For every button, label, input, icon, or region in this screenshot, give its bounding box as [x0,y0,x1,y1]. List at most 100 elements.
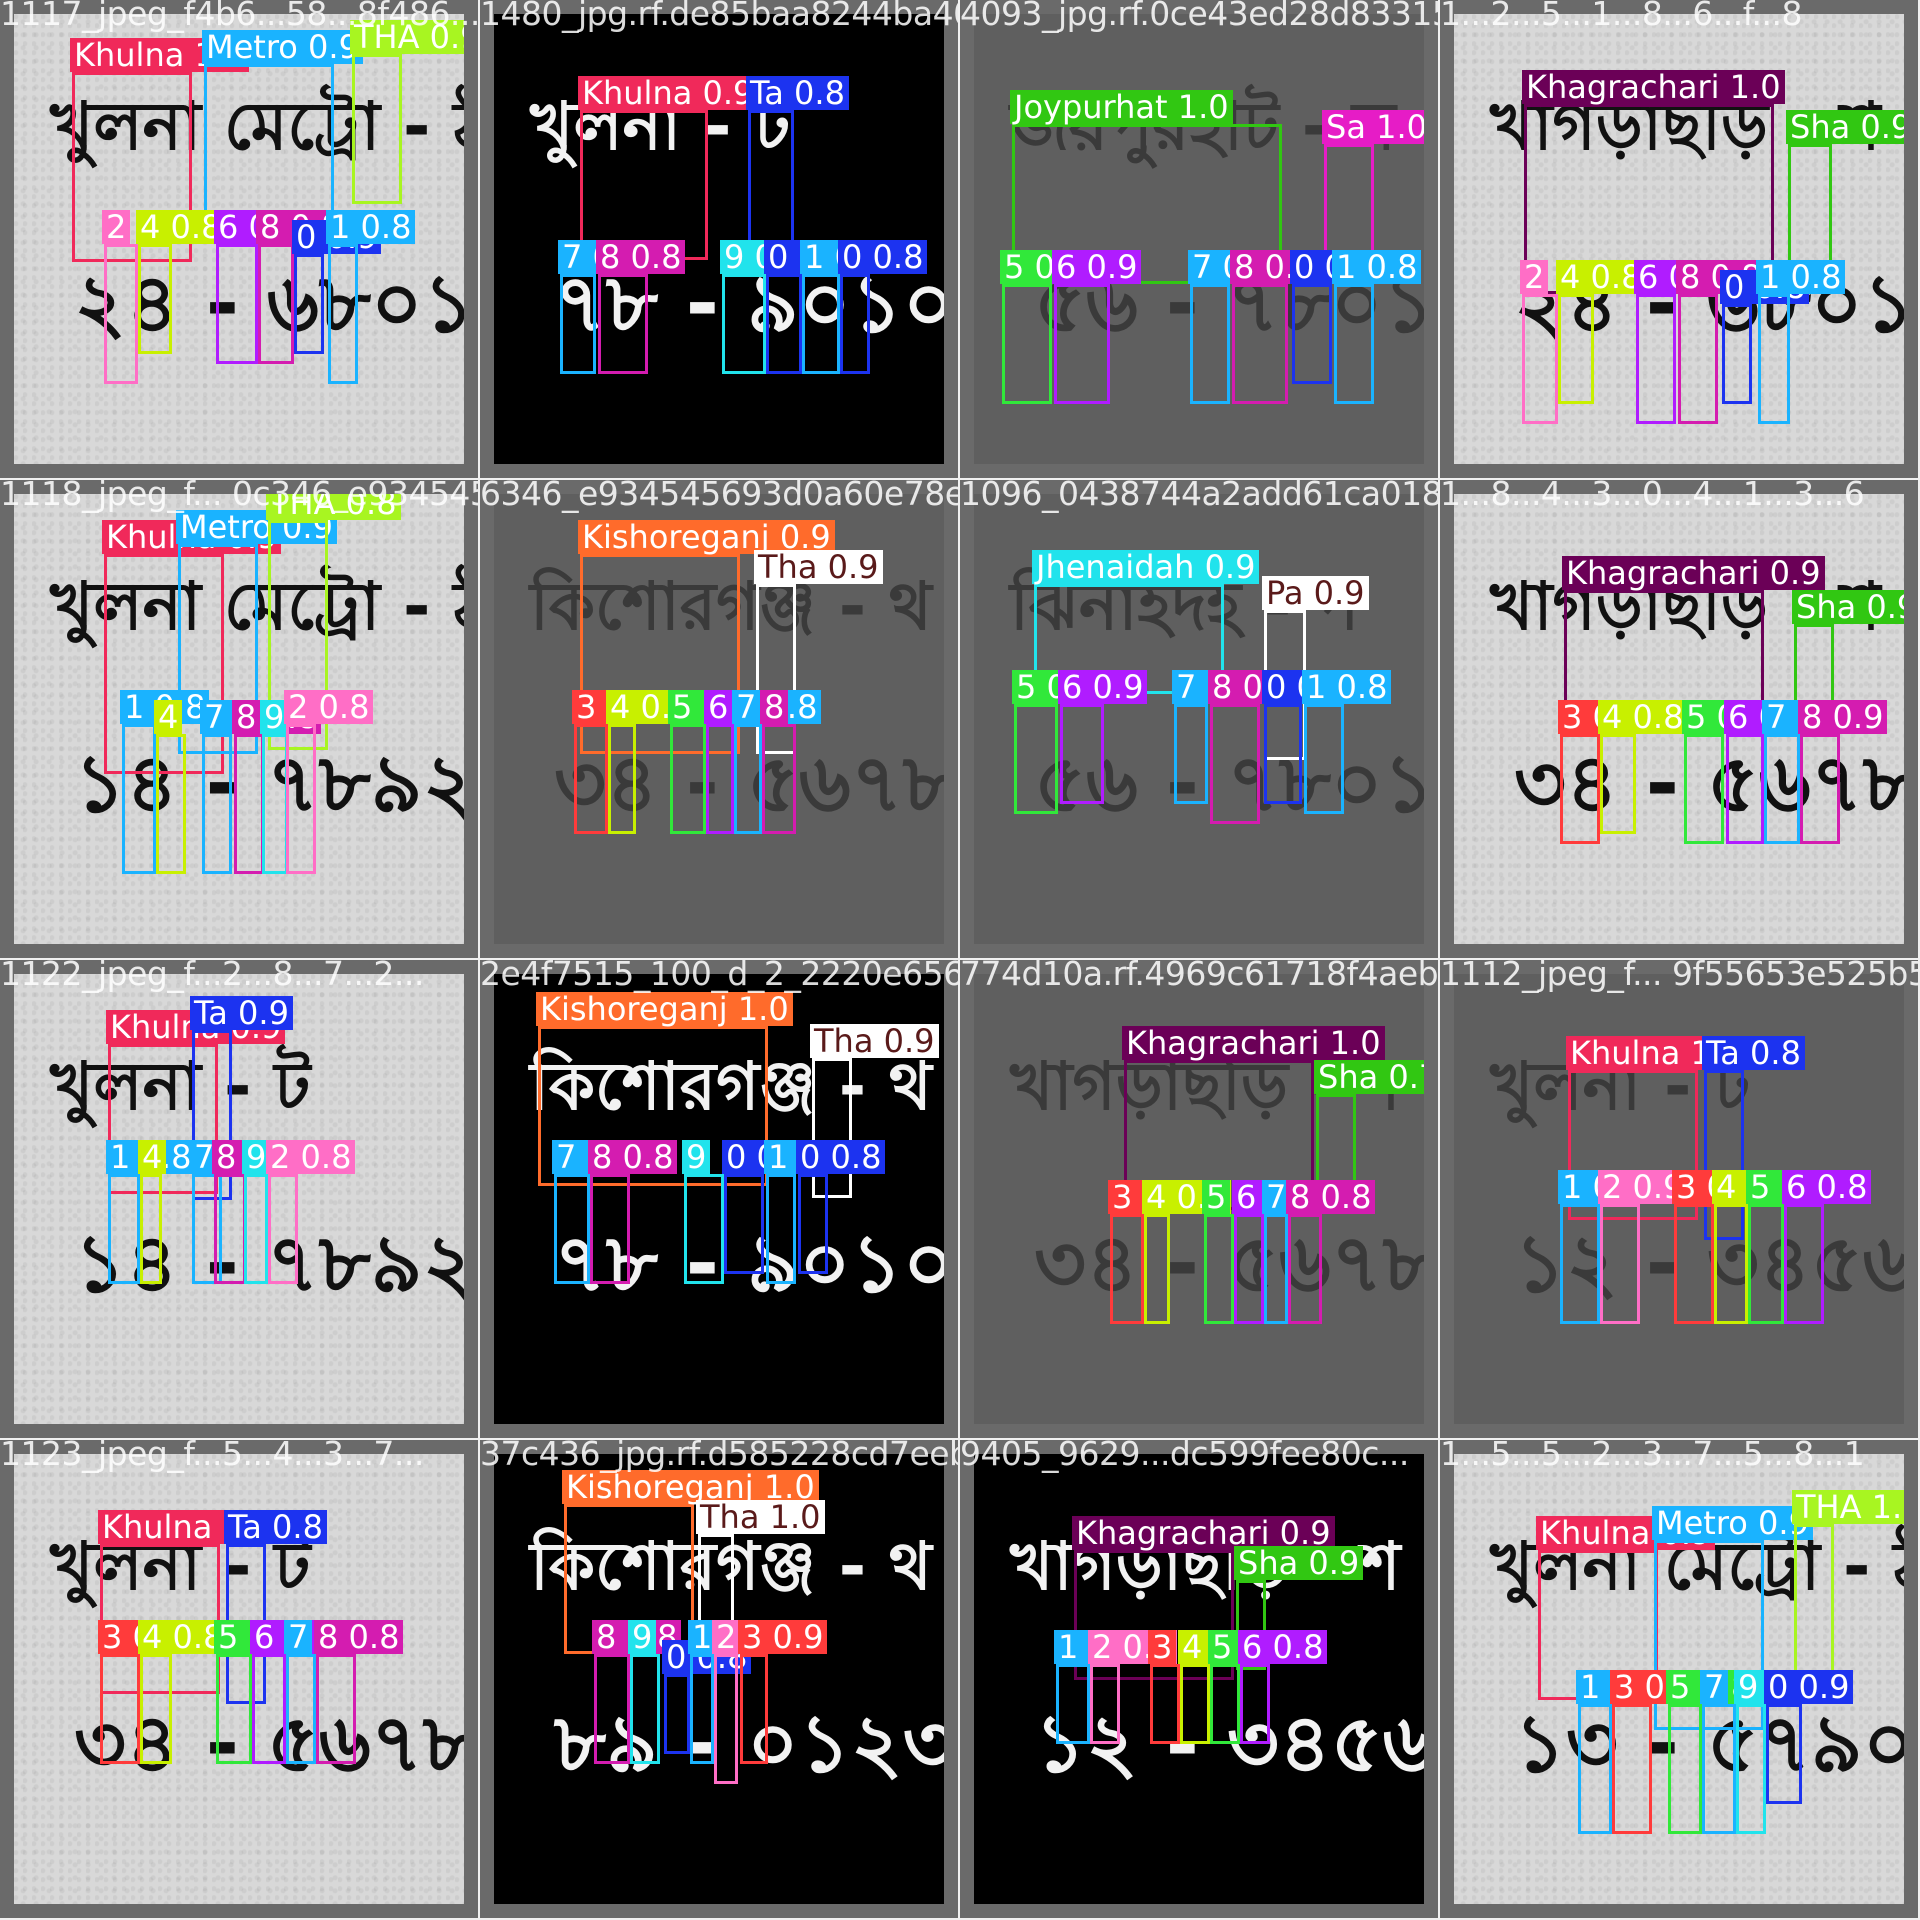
detection-box [192,1030,232,1200]
file-name: 4093_jpg.rf.0ce43ed28d8331540 [960,0,1438,33]
detection-box [286,724,316,874]
file-name: 6346_e934545693d0a60e78eb0991_0438744 [480,480,958,513]
detection-box [100,1654,140,1764]
detection-label: 4 [154,700,183,734]
plate-image: কিশোরগঞ্জ - থ ৮৯ - ০১২৩ Kishoreganj 1.0 Tha… [494,1454,944,1904]
detection-label: Tha 0.9 [810,1024,939,1058]
detection-label: 8 0.8 [314,1620,404,1654]
detection-label: 1 0.8 [326,210,416,244]
tile-0: খুলনা মেট্রো - ঠ ২৪ - ৬৮০১ Khulna 1.0 Metro… [0,0,480,480]
detection-box [1736,1704,1766,1834]
detection-box [1110,1214,1144,1324]
detection-box [1334,284,1374,404]
detection-box [714,1654,738,1784]
detection-label: 5 [1202,1180,1231,1214]
detection-label: 6 0.8 [1782,1170,1872,1204]
tile-15: খুলনা মেট্রো - ঠ ১৩ - ৫৭৯০ Khulna 0.9 Metro… [1440,1440,1920,1920]
detection-box [1654,1540,1764,1730]
detection-label: 7 [1700,1670,1729,1704]
detection-box [740,1654,768,1764]
detection-box [1264,704,1302,804]
detection-box [574,724,608,834]
detection-box [560,274,596,374]
detection-label: 6 0.9 [1058,670,1148,704]
detection-box [664,1674,690,1754]
detection-box [1240,1664,1270,1744]
detection-box [802,274,840,374]
detection-box [1600,734,1636,834]
detection-box [1636,294,1676,424]
detection-box [762,724,796,834]
detection-label: 8 0.8 [588,1140,678,1174]
detection-label: 0 0.8 [838,240,928,274]
detection-box [252,1654,286,1764]
detection-label: 9 [242,1140,271,1174]
file-name: 1123_jpeg_f...5...4...3...7... [0,1440,424,1473]
detection-box [1150,1664,1180,1744]
detection-box [352,54,402,204]
detection-box [286,1654,316,1764]
plate-line-2: ৫৬ - ৭৮০১ [1034,737,1424,830]
detection-box [1684,734,1724,844]
detection-box [756,584,796,754]
detection-box [72,72,192,262]
detection-box [684,1174,724,1284]
detection-label: 0 0.8 [796,1140,886,1174]
detection-label: 2 [712,1620,741,1654]
detection-box [1748,1204,1784,1324]
detection-box [1204,1214,1234,1324]
detection-box [192,1174,222,1284]
plate-line-1: খুলনা মেট্রো - ঠ [50,88,464,165]
detection-box [294,254,324,354]
detection-label: 1 0.8 [1332,250,1422,284]
detection-box [216,1654,252,1764]
detection-box [202,734,232,874]
detection-box [812,1058,852,1198]
detection-box [1090,1664,1120,1744]
detection-label: 6 [704,690,733,724]
detection-box [258,244,294,364]
detection-box [1014,704,1058,814]
detection-box [554,1174,590,1284]
detection-box [1800,734,1840,844]
detection-box [1600,1204,1640,1324]
plate-line-2: ৮৯ - ০১২৩ [554,1697,944,1790]
plate-image: খাগড়াছড়ি - শ ২৪ - ৬৮০১ Khagrachari 1.0 Sh… [1454,14,1904,464]
detection-box [1304,704,1344,814]
detection-box [538,1026,768,1186]
detection-box [1236,1580,1266,1670]
detection-label: 6 0.8 [1238,1630,1328,1664]
plate-line-1: খুলনা - ট [50,1048,311,1125]
detection-box [608,724,636,834]
detection-box [1144,1214,1170,1324]
detection-box [1560,734,1600,844]
detection-box [1578,1704,1612,1834]
file-name: 1112_jpeg_f... 9f55653e525b59b3 [1440,960,1918,993]
detection-box [734,724,762,834]
detection-label: Metro 0.9 [1652,1506,1813,1540]
detection-box [1560,1204,1600,1324]
file-name: 37c436_jpg.rf.d585228cd7eeb1e9 [480,1440,958,1473]
detection-label: 8 [760,690,789,724]
detection-box [178,544,258,754]
detection-label: Sha 0.9 [1786,110,1904,144]
plate-line-2: ১৪ - ৭৮৯২ [74,737,464,830]
detection-box [1714,1204,1748,1324]
detection-box [156,734,186,874]
detection-label: 7 [1262,1180,1291,1214]
detection-label: 2 0.8 [284,690,374,724]
detection-label: THA 1.0 [1792,1490,1904,1524]
detection-box [234,734,264,874]
detection-label: 4 [138,1140,167,1174]
detection-box [1568,1070,1698,1220]
detection-box [1012,124,1282,284]
plate-image: কিশোরগঞ্জ - থ ৭৮ - ৯০১০ Kishoreganj 1.0 Tha… [494,974,944,1424]
plate-image: খাগড়াছড়ি - শ ৩৪ - ৫৬৭৮ Khagrachari 0.9 Sh… [1454,494,1904,944]
detection-box [1056,1664,1090,1744]
file-name: 1122_jpeg_f...2...8...7...2... [0,960,424,993]
tile-9: কিশোরগঞ্জ - থ ৭৮ - ৯০১০ Kishoreganj 1.0 Tha… [480,960,960,1440]
